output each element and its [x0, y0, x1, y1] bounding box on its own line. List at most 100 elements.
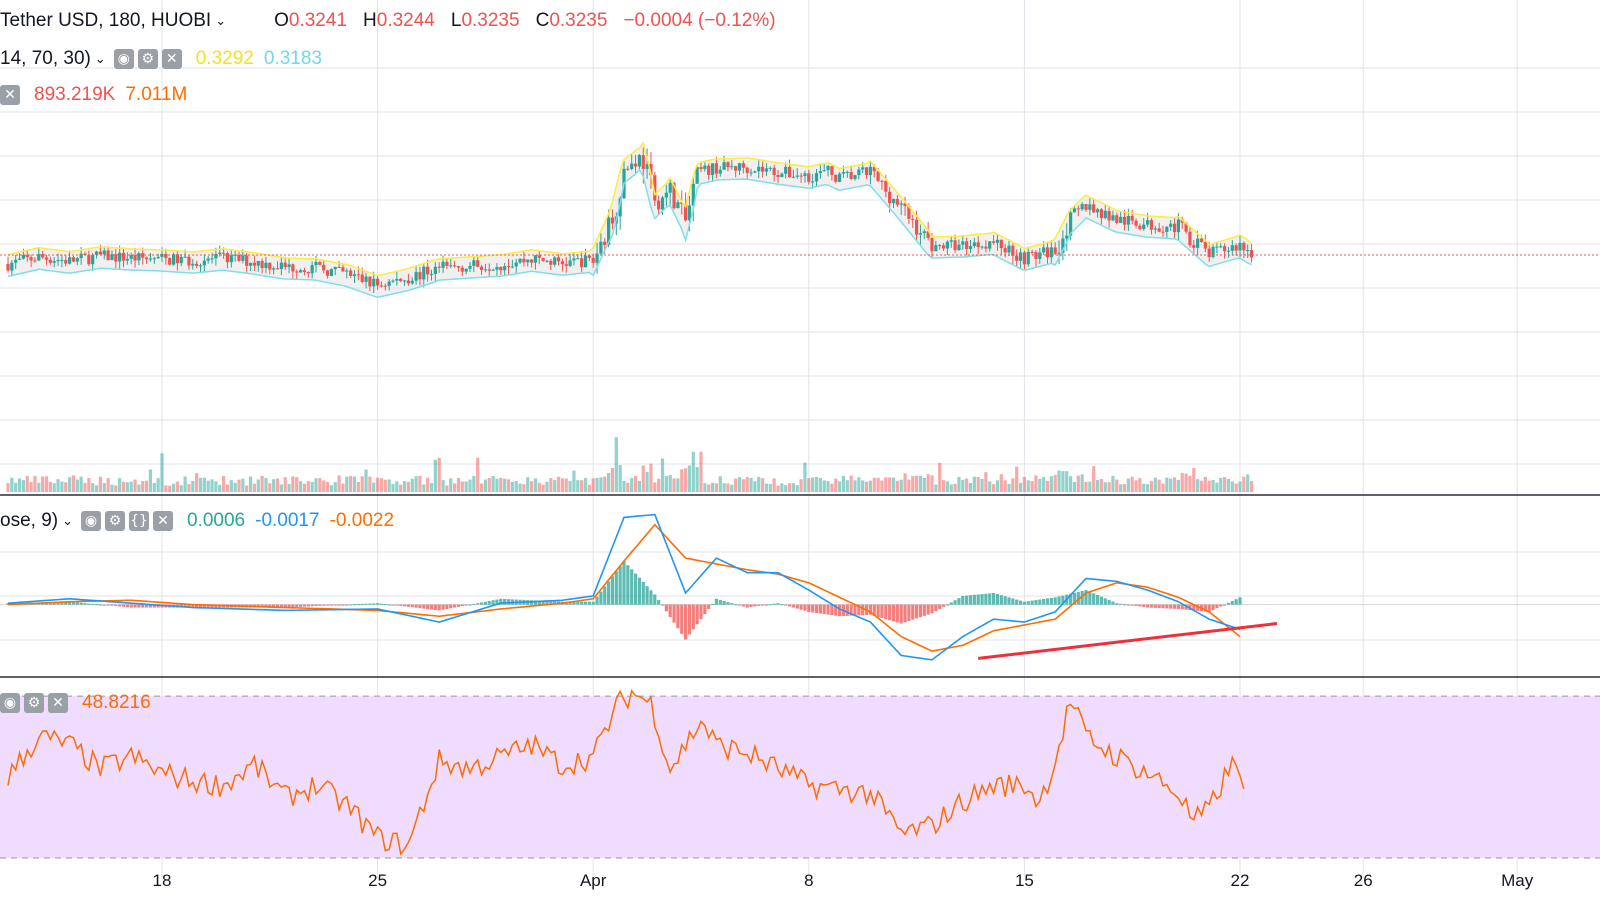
candle-body: [880, 180, 884, 182]
macd-params[interactable]: ose, 9): [0, 510, 59, 531]
candle-body: [302, 270, 307, 272]
candle-body: [941, 245, 946, 249]
macd-hist-bar: [487, 600, 491, 605]
candle-body: [79, 253, 83, 259]
macd-hist-bar: [1184, 604, 1188, 610]
volume-bar: [649, 463, 653, 492]
candle-body: [1176, 219, 1180, 233]
candle-body: [1095, 209, 1100, 213]
macd-hist-bar: [102, 604, 106, 606]
candle-body: [618, 198, 622, 217]
gear-icon[interactable]: ⚙: [137, 49, 158, 69]
volume-bar: [568, 480, 572, 492]
candle-body: [1223, 246, 1227, 252]
macd-hist-bar: [156, 604, 160, 608]
candle-body: [533, 255, 538, 263]
eye-icon[interactable]: ◉: [0, 693, 20, 713]
candle-body: [1184, 222, 1188, 232]
macd-hist-bar: [98, 604, 102, 606]
eye-icon[interactable]: ◉: [81, 511, 101, 531]
macd-hist-bar: [87, 603, 91, 605]
candle-body: [64, 259, 68, 264]
macd-hist-bar: [749, 604, 753, 607]
volume-bar: [945, 481, 949, 492]
macd-hist-bar: [314, 604, 318, 607]
macd-hist-bar: [587, 601, 591, 605]
candle-body: [926, 231, 930, 238]
volume-bar: [437, 457, 441, 492]
chevron-down-icon[interactable]: ⌄: [215, 13, 227, 29]
candle-body: [391, 280, 395, 282]
candle-body: [17, 258, 22, 260]
volume-bar: [418, 475, 422, 492]
close-icon[interactable]: ✕: [48, 693, 68, 713]
macd-hist-bar: [302, 604, 307, 607]
macd-hist-bar: [152, 604, 156, 608]
volume-bar: [1103, 482, 1107, 492]
macd-hist-bar: [988, 593, 992, 605]
macd-hist-bar: [976, 594, 980, 605]
macd-hist-bar: [995, 594, 1000, 605]
close-icon[interactable]: ✕: [0, 85, 20, 105]
volume-bar: [29, 481, 33, 492]
macd-hist-bar: [60, 601, 64, 605]
braces-icon[interactable]: {}: [129, 511, 149, 531]
gear-icon[interactable]: ⚙: [105, 511, 125, 531]
macd-hist-bar: [907, 604, 911, 621]
x-tick-label: 18: [153, 871, 172, 890]
macd-hist-bar: [479, 602, 484, 605]
candle-body: [891, 199, 896, 204]
candle-body: [125, 258, 129, 261]
candle-body: [1061, 238, 1065, 253]
close-icon[interactable]: ✕: [153, 511, 173, 531]
candle-body: [360, 274, 364, 282]
candle-body: [402, 280, 407, 282]
macd-hist-bar: [183, 604, 187, 608]
volume-bar: [1192, 467, 1196, 492]
chevron-down-icon[interactable]: ⌄: [62, 513, 73, 529]
candle-body: [1138, 225, 1142, 230]
candle-body: [872, 166, 876, 172]
candle-body: [210, 258, 214, 260]
eye-icon[interactable]: ◉: [113, 49, 134, 69]
volume-bar: [1230, 481, 1234, 492]
volume-bar: [445, 485, 449, 492]
macd-hist-bar: [861, 604, 865, 616]
macd-hist-bar: [795, 604, 799, 609]
macd-hist-bar: [1042, 598, 1046, 605]
candle-body: [1249, 250, 1254, 258]
volume-bar: [1249, 481, 1254, 492]
volume-bar: [556, 476, 561, 492]
volume-bar: [903, 473, 907, 492]
volume-bar: [137, 484, 141, 492]
candle-body: [1207, 248, 1211, 257]
candle-body: [1230, 245, 1234, 251]
gear-icon[interactable]: ⚙: [24, 693, 44, 713]
macd-hist-bar: [1234, 599, 1238, 605]
candle-body: [888, 191, 892, 204]
candle-body: [275, 268, 280, 270]
volume-bar: [264, 478, 268, 492]
candle-body: [1030, 251, 1034, 253]
candle-body: [645, 164, 649, 169]
close-icon[interactable]: ✕: [161, 49, 182, 69]
x-tick-label: Apr: [580, 871, 607, 890]
volume-bar: [503, 478, 507, 492]
macd-hist-bar: [114, 604, 118, 607]
macd-hist-bar: [880, 604, 884, 619]
volume-bar: [260, 475, 264, 492]
volume-bar: [460, 481, 464, 492]
chevron-down-icon[interactable]: ⌄: [94, 51, 106, 67]
macd-hist-value: 0.0006: [187, 510, 246, 531]
band-params[interactable]: 14, 70, 30): [0, 48, 91, 69]
macd-hist-bar: [1022, 601, 1026, 605]
symbol-title[interactable]: Tether USD, 180, HUOBI: [0, 10, 212, 31]
macd-hist-bar: [888, 604, 892, 621]
macd-hist-bar: [980, 594, 984, 605]
macd-hist-bar: [992, 592, 996, 605]
volume-bar: [995, 480, 1000, 492]
volume-bar: [737, 477, 742, 492]
macd-hist-bar: [310, 604, 314, 607]
candle-body: [21, 254, 25, 259]
